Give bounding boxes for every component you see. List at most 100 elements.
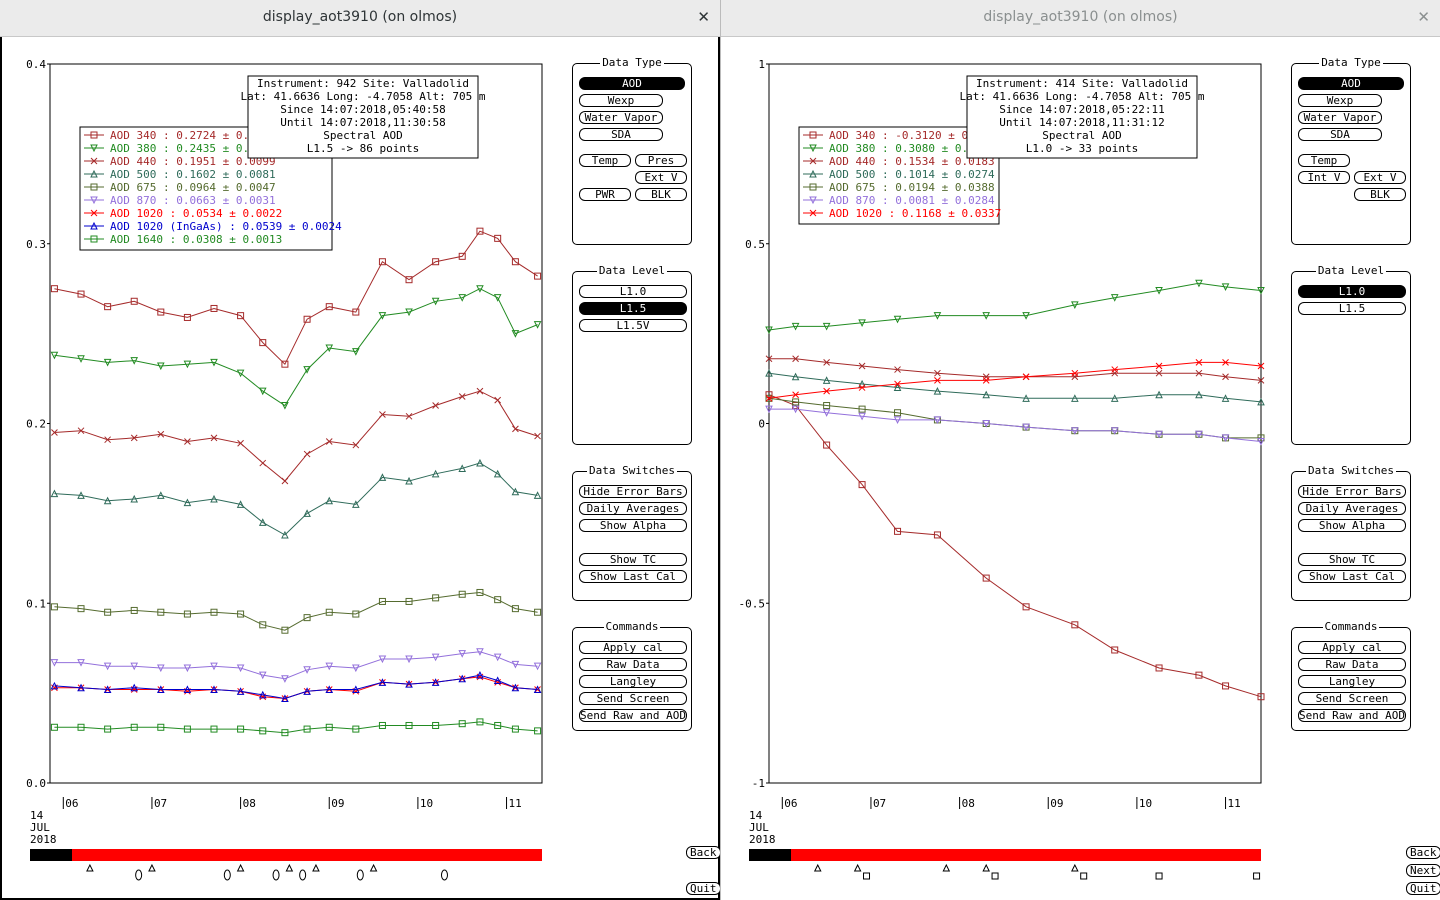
- legend-entry: AOD 675 : 0.0194 ± 0.0388: [829, 181, 995, 194]
- apply-cal-button[interactable]: Apply cal: [579, 641, 687, 654]
- ext-v-button[interactable]: Ext V: [1354, 171, 1406, 184]
- timeline-marker: [1080, 872, 1088, 880]
- data-point: [325, 685, 334, 694]
- close-icon[interactable]: ✕: [1417, 8, 1430, 26]
- data-point: [378, 655, 387, 664]
- wexp-button[interactable]: Wexp: [579, 94, 663, 107]
- aod-button[interactable]: AOD: [579, 77, 685, 90]
- data-point: [303, 725, 311, 733]
- l1-5-button[interactable]: L1.5: [579, 302, 687, 315]
- close-icon[interactable]: ✕: [697, 8, 710, 26]
- data-point: [237, 312, 245, 320]
- data-point: [259, 459, 267, 467]
- next-button[interactable]: Next: [1406, 864, 1440, 877]
- info-line: Spectral AOD: [1042, 129, 1121, 142]
- hide-error-bars-button[interactable]: Hide Error Bars: [1298, 485, 1406, 498]
- legend-marker: [90, 183, 98, 191]
- window-body: 1 0.5 0 -0.5 -1 06 07 08 09 10 11 14 JUL 2018 AOD 340 …: [721, 37, 1440, 900]
- data-point: [104, 436, 111, 444]
- ext-v-button[interactable]: Ext V: [635, 171, 687, 184]
- l1-0-button[interactable]: L1.0: [579, 285, 687, 298]
- data-point: [130, 606, 138, 614]
- data-point: [858, 319, 866, 327]
- send-raw-and-aod-button[interactable]: Send Raw and AOD: [579, 709, 687, 722]
- l1-5-button[interactable]: L1.5: [1298, 302, 1406, 315]
- show-tc-button[interactable]: Show TC: [1298, 553, 1406, 566]
- data-point: [352, 308, 360, 316]
- y-tick-label: 0.5: [745, 238, 765, 251]
- send-screen-button[interactable]: Send Screen: [579, 692, 687, 705]
- show-alpha-button[interactable]: Show Alpha: [579, 519, 687, 532]
- series-line: [768, 282, 1262, 331]
- data-point: [352, 664, 360, 673]
- data-point: [1071, 394, 1079, 402]
- series-line: [54, 721, 538, 734]
- data-point: [1110, 294, 1119, 302]
- langley-button[interactable]: Langley: [1298, 675, 1406, 688]
- hide-error-bars-button[interactable]: Hide Error Bars: [579, 485, 687, 498]
- x-tick-label: 08: [962, 797, 975, 810]
- data-point: [77, 491, 85, 499]
- temp-button[interactable]: Temp: [579, 154, 631, 167]
- daily-averages-button[interactable]: Daily Averages: [1298, 502, 1406, 515]
- timeline-marker: [440, 869, 448, 881]
- data-point: [1155, 362, 1163, 370]
- data-point: [378, 597, 386, 605]
- quit-button[interactable]: Quit: [1406, 882, 1440, 895]
- legend-entry: AOD 870 : 0.0081 ± 0.0284: [829, 194, 995, 207]
- data-point: [511, 330, 520, 338]
- temp-button[interactable]: Temp: [1298, 154, 1350, 167]
- raw-data-button[interactable]: Raw Data: [1298, 658, 1406, 671]
- pwr-button[interactable]: PWR: [579, 188, 631, 201]
- sda-button[interactable]: SDA: [1298, 128, 1382, 141]
- raw-data-button[interactable]: Raw Data: [579, 658, 687, 671]
- water-vapor-button[interactable]: Water Vapor: [1298, 111, 1382, 124]
- data-point: [982, 390, 990, 399]
- info-line: Lat: 41.6636 Long: -4.7058 Alt: 705 m: [959, 90, 1204, 103]
- send-raw-and-aod-button[interactable]: Send Raw and AOD: [1298, 709, 1406, 722]
- data-point: [458, 393, 466, 400]
- apply-cal-button[interactable]: Apply cal: [1298, 641, 1406, 654]
- sda-button[interactable]: SDA: [579, 128, 663, 141]
- data-point: [77, 290, 85, 298]
- daily-averages-button[interactable]: Daily Averages: [579, 502, 687, 515]
- back-button[interactable]: Back: [1406, 846, 1440, 859]
- series-aod-340: [765, 391, 1265, 701]
- y-tick-label: -1: [752, 777, 765, 790]
- series-line: [54, 651, 538, 680]
- legend-marker: [90, 169, 98, 178]
- l1-5v-button[interactable]: L1.5V: [579, 319, 687, 332]
- show-alpha-button[interactable]: Show Alpha: [1298, 519, 1406, 532]
- info-box-frame: [966, 75, 1198, 159]
- back-button[interactable]: Back: [686, 846, 721, 859]
- show-tc-button[interactable]: Show TC: [579, 553, 687, 566]
- aod-button[interactable]: AOD: [1298, 77, 1404, 90]
- blk-button[interactable]: BLK: [635, 188, 687, 201]
- pres-button[interactable]: Pres: [635, 154, 687, 167]
- data-point: [236, 500, 245, 508]
- send-screen-button[interactable]: Send Screen: [1298, 692, 1406, 705]
- data-point: [893, 416, 902, 425]
- data-point: [259, 727, 267, 735]
- data-point: [933, 387, 942, 395]
- window-titlebar[interactable]: display_aot3910 (on olmos) ✕: [0, 0, 720, 37]
- data-point: [325, 723, 333, 731]
- l1-0-button[interactable]: L1.0: [1298, 285, 1406, 298]
- data-point: [822, 322, 831, 331]
- langley-button[interactable]: Langley: [579, 675, 687, 688]
- window-titlebar[interactable]: display_aot3910 (on olmos) ✕: [721, 0, 1440, 37]
- data-point: [281, 694, 289, 703]
- data-point: [511, 605, 519, 613]
- panel-title: Data Level: [596, 264, 668, 277]
- quit-button[interactable]: Quit: [686, 882, 721, 895]
- timeline-marker: [1253, 872, 1261, 880]
- data-point: [281, 477, 289, 485]
- int-v-button[interactable]: Int V: [1298, 171, 1350, 184]
- timeline-marker: [982, 863, 990, 872]
- data-point: [432, 594, 440, 602]
- show-last-cal-button[interactable]: Show Last Cal: [579, 570, 687, 583]
- water-vapor-button[interactable]: Water Vapor: [579, 111, 663, 124]
- wexp-button[interactable]: Wexp: [1298, 94, 1382, 107]
- show-last-cal-button[interactable]: Show Last Cal: [1298, 570, 1406, 583]
- blk-button[interactable]: BLK: [1354, 188, 1406, 201]
